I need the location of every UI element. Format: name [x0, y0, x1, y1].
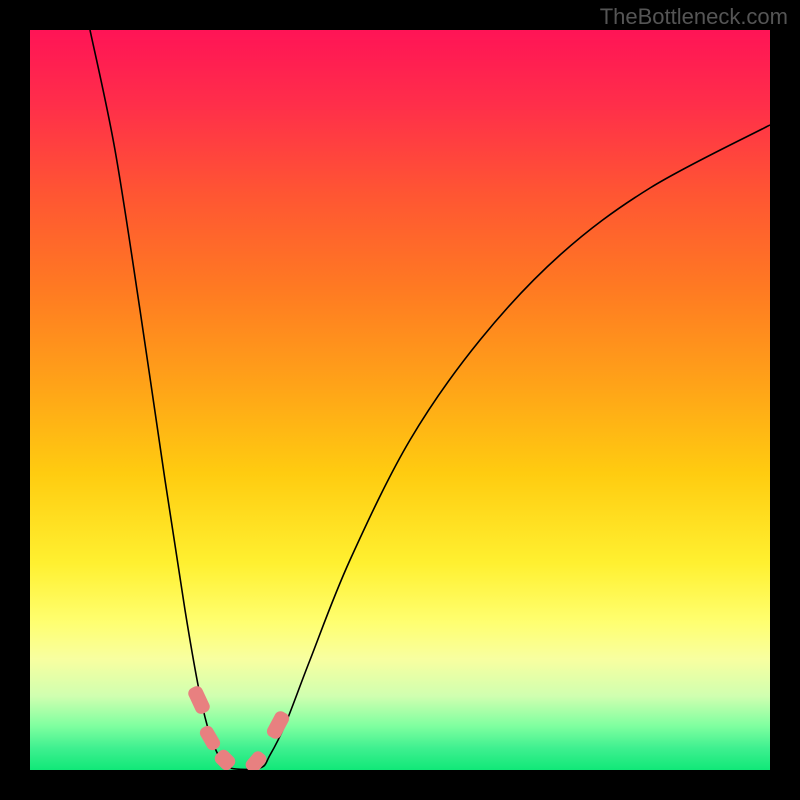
- plot-area: [30, 30, 770, 770]
- bottleneck-curve: [30, 30, 770, 770]
- watermark-text: TheBottleneck.com: [600, 4, 788, 30]
